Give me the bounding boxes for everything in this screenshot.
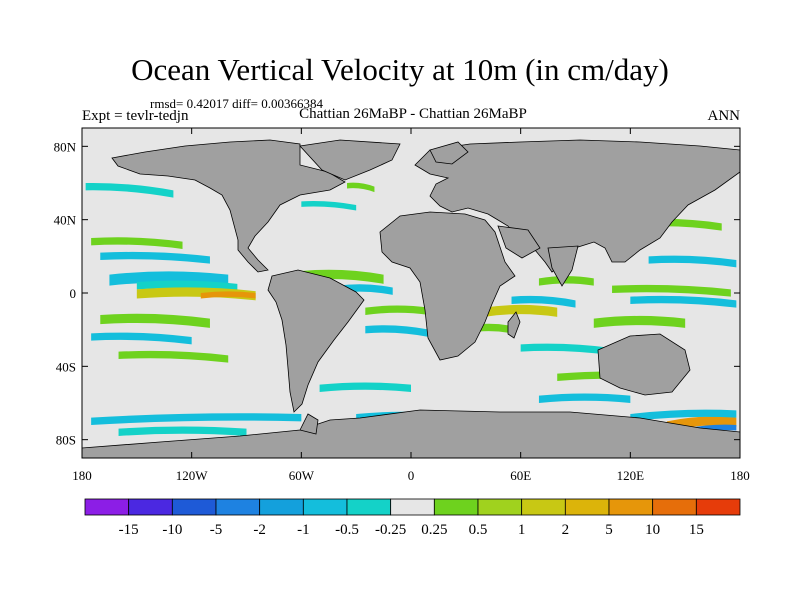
india-land bbox=[547, 245, 579, 287]
experiment-label: Expt = tevlr-tedjn bbox=[82, 108, 189, 124]
colorbar-label: 10 bbox=[645, 522, 660, 538]
x-tick-label: 120W bbox=[176, 468, 209, 483]
velocity-band bbox=[630, 409, 737, 422]
colorbar-label: 0.5 bbox=[469, 522, 488, 538]
colorbar: -15 -10 -5 -2 -1 -0.5 -0.25 0.25 0.5 1 2 5 10 15 bbox=[84, 498, 741, 538]
x-tick-label: 120E bbox=[617, 468, 645, 483]
velocity-band bbox=[91, 332, 192, 345]
velocity-band bbox=[85, 182, 174, 198]
velocity-band bbox=[301, 269, 384, 284]
south-america-land bbox=[267, 269, 365, 413]
colorbar-label: 2 bbox=[562, 522, 570, 538]
colorbar-swatch bbox=[652, 498, 697, 516]
colorbar-swatch bbox=[259, 498, 304, 516]
velocity-band bbox=[538, 393, 631, 403]
colorbar-swatch bbox=[171, 498, 217, 516]
antarctica-land bbox=[82, 409, 740, 458]
australia-land bbox=[597, 333, 691, 396]
colorbar-swatch bbox=[128, 498, 173, 516]
y-tick-label: 40N bbox=[54, 213, 77, 228]
y-tick-label: 80N bbox=[54, 139, 77, 154]
velocity-band bbox=[365, 305, 430, 315]
colorbar-label: -15 bbox=[119, 522, 139, 538]
stats-label: rmsd= 0.42017 diff= 0.00366384 bbox=[150, 96, 323, 111]
velocity-band bbox=[100, 251, 210, 264]
colorbar-swatch bbox=[302, 498, 348, 516]
colorbar-swatch bbox=[564, 498, 610, 516]
colorbar-label: -2 bbox=[253, 522, 266, 538]
colorbar-label: -0.5 bbox=[335, 522, 359, 538]
antarctic-peninsula-land bbox=[299, 413, 319, 435]
season-label: ANN bbox=[707, 108, 741, 124]
velocity-band bbox=[630, 295, 737, 308]
velocity-band bbox=[484, 304, 558, 317]
madagascar-land bbox=[507, 311, 521, 339]
landmasses bbox=[82, 139, 740, 458]
colorbar-swatch bbox=[215, 498, 261, 516]
x-axis: 180 120W 60W 0 60E 120E 180 bbox=[72, 128, 750, 483]
velocity-band bbox=[365, 325, 430, 337]
velocity-band bbox=[118, 426, 247, 436]
colorbar-swatch bbox=[695, 498, 741, 516]
velocity-band bbox=[612, 284, 731, 297]
colorbar-label: 5 bbox=[605, 522, 613, 538]
colorbar-swatch bbox=[433, 498, 479, 516]
north-america-land bbox=[111, 139, 346, 273]
colorbar-swatch bbox=[477, 498, 523, 516]
velocity-band bbox=[200, 291, 256, 299]
colorbar-swatch bbox=[608, 498, 654, 516]
velocity-band bbox=[511, 295, 576, 308]
y-tick-label: 0 bbox=[70, 286, 77, 301]
x-tick-label: 180 bbox=[730, 468, 750, 483]
velocity-band bbox=[593, 315, 686, 328]
x-tick-label: 0 bbox=[408, 468, 415, 483]
velocity-band bbox=[520, 343, 613, 356]
colorbar-label: -0.25 bbox=[375, 522, 406, 538]
velocity-band bbox=[136, 287, 256, 301]
velocity-band bbox=[337, 284, 393, 295]
velocity-band bbox=[91, 413, 302, 425]
y-axis: 80N 40N 0 40S 80S bbox=[54, 139, 740, 448]
velocity-band bbox=[648, 255, 737, 268]
x-tick-label: 180 bbox=[72, 468, 92, 483]
colorbar-label: -5 bbox=[210, 522, 223, 538]
colorbar-label: 15 bbox=[689, 522, 704, 538]
eurasia-land bbox=[414, 139, 740, 273]
x-tick-label: 60E bbox=[510, 468, 531, 483]
velocity-band bbox=[347, 182, 375, 193]
africa-land bbox=[379, 211, 516, 361]
scandinavia-land bbox=[429, 141, 469, 165]
y-tick-label: 40S bbox=[56, 359, 76, 374]
velocity-band bbox=[118, 350, 229, 363]
colorbar-swatch bbox=[346, 498, 392, 516]
y-tick-label: 80S bbox=[56, 433, 76, 448]
colorbar-swatch bbox=[390, 498, 435, 516]
arabia-land bbox=[497, 225, 541, 259]
colorbar-label: -1 bbox=[297, 522, 310, 538]
velocity-band bbox=[319, 382, 411, 392]
velocity-band bbox=[100, 313, 210, 328]
x-tick-label: 60W bbox=[289, 468, 315, 483]
chart-title: Ocean Vertical Velocity at 10m (in cm/da… bbox=[131, 52, 669, 87]
colorbar-swatch bbox=[521, 498, 566, 516]
velocity-band bbox=[301, 201, 357, 211]
colorbar-label: 0.25 bbox=[421, 522, 447, 538]
plot-area bbox=[82, 128, 740, 458]
greenland-land bbox=[299, 139, 401, 181]
colorbar-label: 1 bbox=[518, 522, 526, 538]
colorbar-swatch bbox=[84, 498, 130, 516]
comparison-label: Chattian 26MaBP - Chattian 26MaBP bbox=[299, 106, 527, 122]
colorbar-label: -10 bbox=[162, 522, 182, 538]
velocity-band bbox=[538, 276, 594, 286]
velocity-band bbox=[91, 237, 183, 249]
